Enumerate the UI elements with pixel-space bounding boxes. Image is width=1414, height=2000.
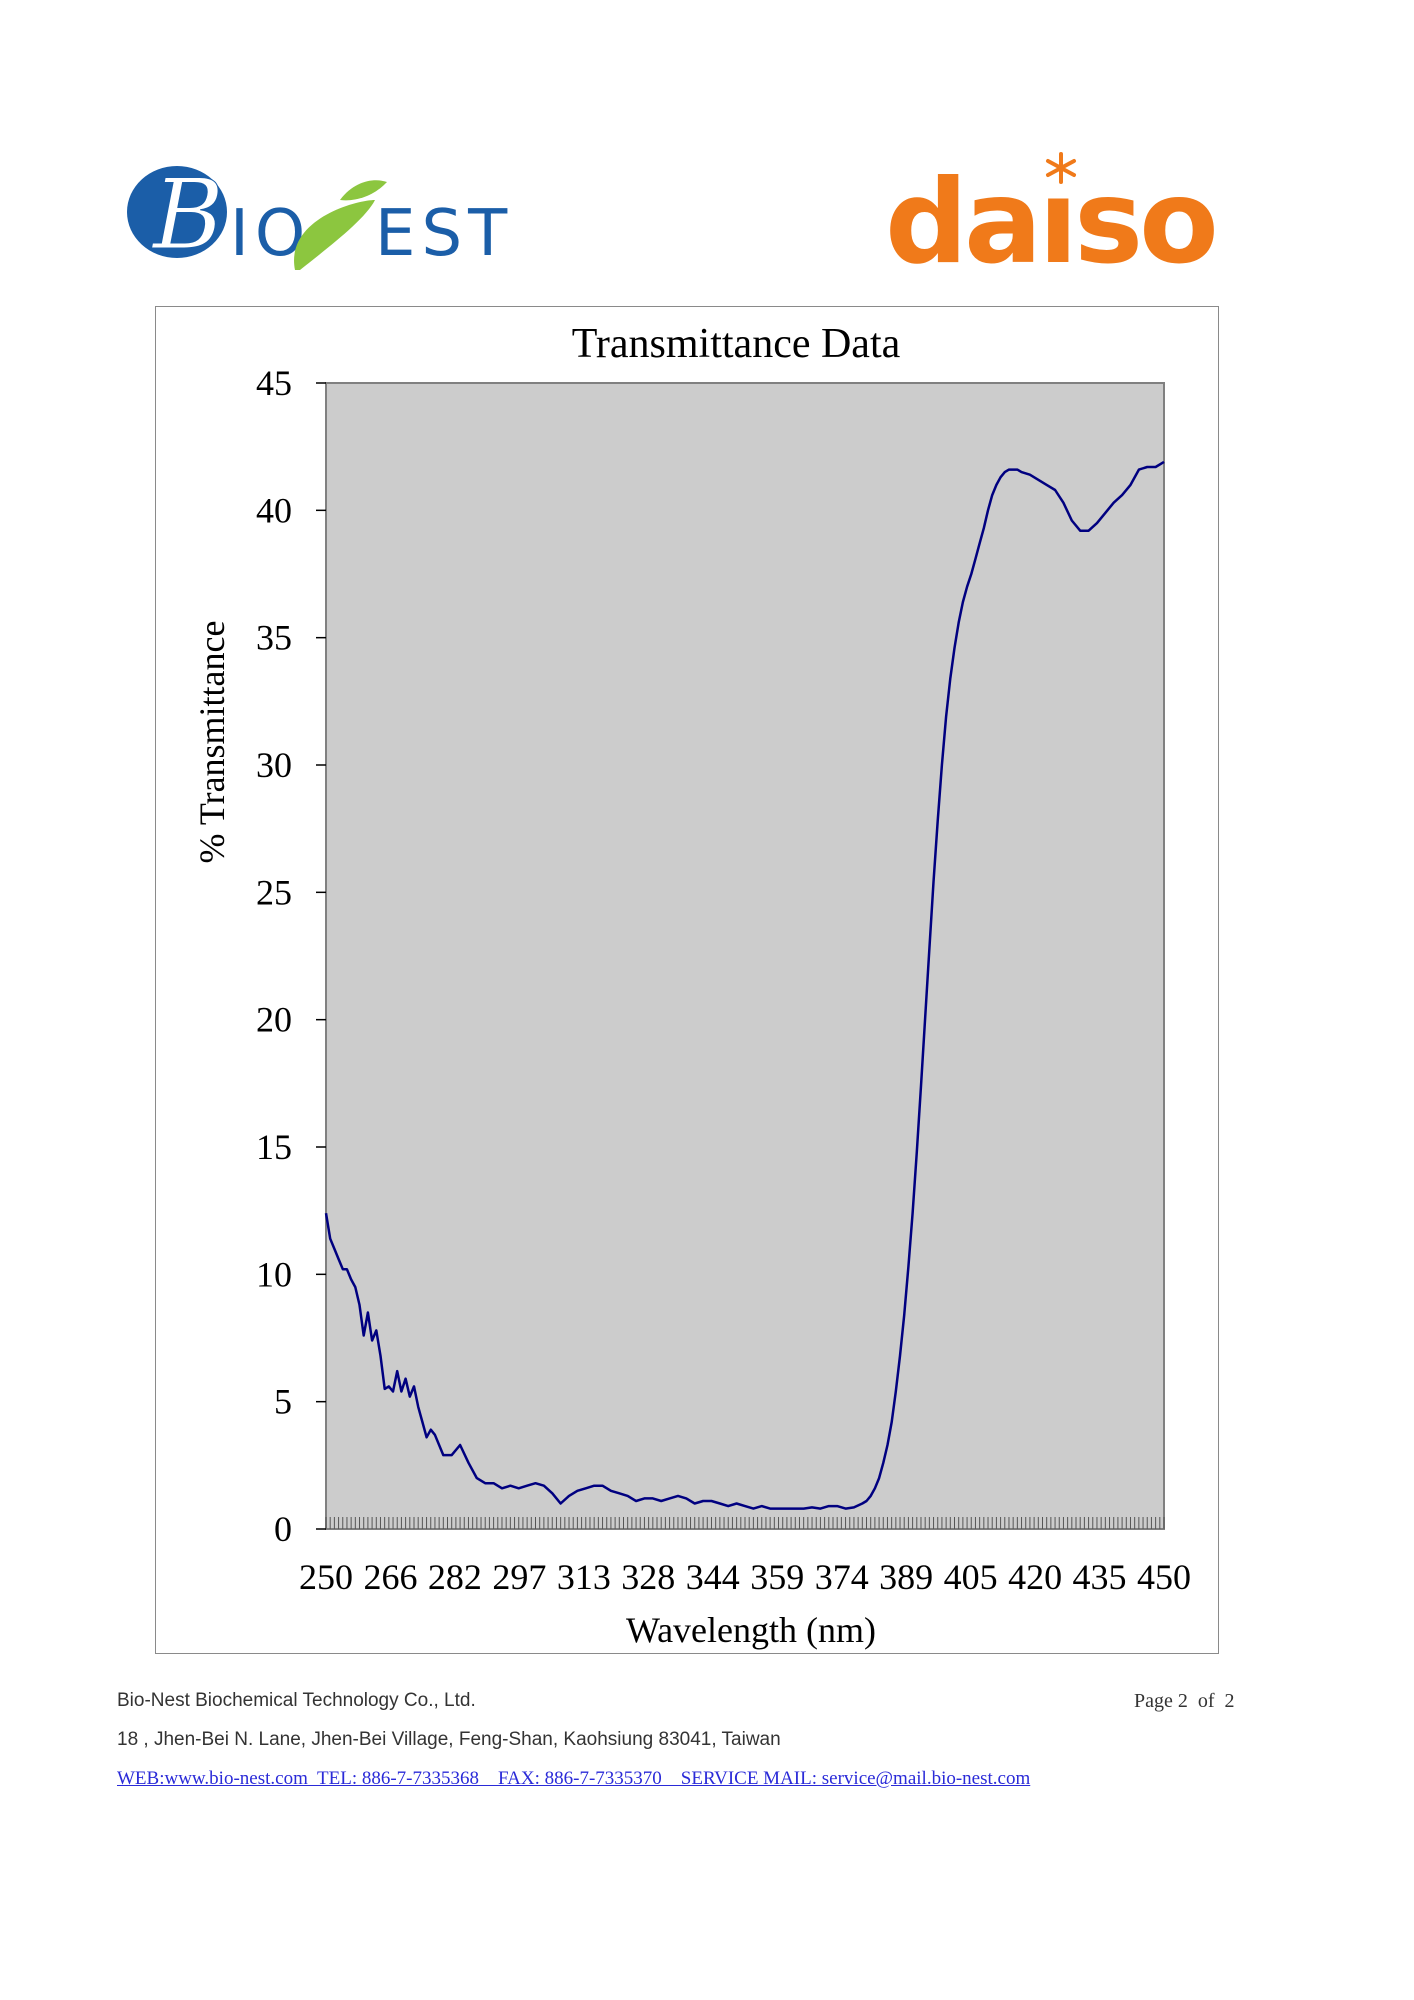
y-tick-label: 35	[256, 618, 292, 658]
x-tick-label: 313	[557, 1557, 611, 1597]
x-tick-label: 405	[944, 1557, 998, 1597]
y-tick-label: 15	[256, 1127, 292, 1167]
x-tick-label: 450	[1137, 1557, 1191, 1597]
y-tick-label: 30	[256, 745, 292, 785]
y-tick-label: 10	[256, 1254, 292, 1294]
chart-title: Transmittance Data	[572, 321, 901, 367]
x-tick-label: 282	[428, 1557, 482, 1597]
y-tick-label: 20	[256, 1000, 292, 1040]
footer-company-name: Bio-Nest Biochemical Technology Co., Ltd…	[117, 1690, 476, 1711]
daiso-logo: daıso	[885, 152, 1219, 280]
bionest-logo: B IO EST	[127, 160, 513, 272]
x-axis-label: Wavelength (nm)	[626, 1610, 876, 1650]
footer-contact-link[interactable]: WEB:www.bio-nest.com TEL: 886-7-7335368 …	[117, 1768, 1031, 1789]
bionest-logo-text-end: EST	[375, 197, 513, 271]
x-tick-label: 297	[492, 1557, 546, 1597]
y-tick-label: 40	[256, 490, 292, 530]
x-tick-label: 435	[1073, 1557, 1127, 1597]
series-line-transmittance	[324, 460, 1165, 1510]
bionest-logo-b-letter: B	[151, 160, 224, 271]
x-tick-label: 359	[750, 1557, 804, 1597]
y-tick-label: 25	[256, 872, 292, 912]
x-tick-label: 250	[299, 1557, 353, 1597]
x-axis-ticks: 250 266 282 297 313 328 344 359 374 389 405 420 435 4…	[299, 1557, 1191, 1597]
y-axis-label: % Transmittance	[192, 621, 232, 864]
y-tick-label: 5	[274, 1382, 292, 1422]
x-tick-label: 344	[686, 1557, 740, 1597]
x-tick-label: 389	[879, 1557, 933, 1597]
daiso-logo-star	[1046, 152, 1076, 184]
bionest-logo-text: IO	[230, 197, 311, 271]
transmittance-chart: Transmittance Data 0 5 10 15 20 25 30 35 40 45 25…	[192, 321, 1191, 1650]
chart-container: Transmittance Data 0 5 10 15 20 25 30 35 40 45 25…	[155, 306, 1219, 1654]
bionest-logo-leaf-small	[340, 180, 387, 201]
bionest-logo-leaf	[294, 200, 375, 270]
plot-area	[325, 382, 1165, 1530]
daiso-logo-text: daıso	[885, 155, 1215, 280]
x-tick-label: 374	[815, 1557, 869, 1597]
x-tick-label: 266	[363, 1557, 417, 1597]
footer-address: 18 , Jhen-Bei N. Lane, Jhen-Bei Village,…	[117, 1729, 781, 1750]
x-tick-label: 420	[1008, 1557, 1062, 1597]
x-minor-ticks	[325, 1517, 1165, 1529]
bionest-logo-b-emblem	[127, 166, 227, 258]
x-tick-label: 328	[621, 1557, 675, 1597]
y-tick-label: 0	[274, 1509, 292, 1549]
page-indicator: Page 2 of 2	[1134, 1690, 1235, 1712]
y-axis-ticks: 0 5 10 15 20 25 30 35 40 45	[256, 363, 326, 1549]
y-tick-label: 45	[256, 363, 292, 403]
